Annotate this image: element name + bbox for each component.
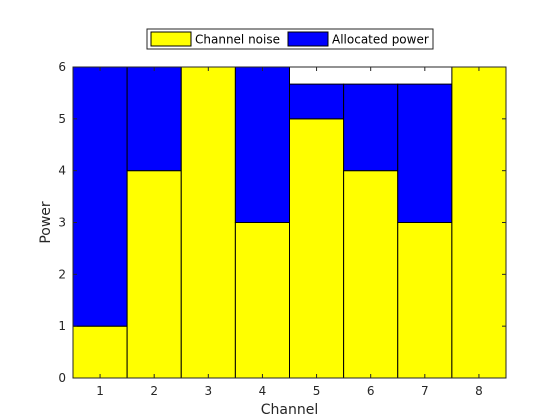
bar-channel-noise-3 xyxy=(180,66,236,379)
bar-allocated-power-7 xyxy=(397,83,453,224)
bar-channel-noise-4 xyxy=(234,222,290,379)
bar-channel-noise-7 xyxy=(397,222,453,379)
x-tick-label: 8 xyxy=(475,384,483,398)
bar-channel-noise-2 xyxy=(126,170,182,379)
y-tick-label: 6 xyxy=(58,60,66,74)
y-tick-label: 3 xyxy=(58,216,66,230)
x-tick-label: 2 xyxy=(150,384,158,398)
x-axis-label: Channel xyxy=(261,402,318,418)
y-tick-label: 1 xyxy=(58,319,66,333)
y-axis: 0 1 2 3 4 5 6 xyxy=(58,60,506,385)
bar-allocated-power-2 xyxy=(126,66,182,172)
legend: Channel noise Allocated power xyxy=(146,28,434,50)
x-axis: 1 2 3 4 5 6 7 8 xyxy=(96,67,483,398)
x-tick-label: 1 xyxy=(96,384,104,398)
x-tick-label: 3 xyxy=(204,384,212,398)
bar-allocated-power-1 xyxy=(72,66,128,327)
legend-swatch-allocated-power xyxy=(287,31,329,47)
y-tick-label: 0 xyxy=(58,371,66,385)
legend-label-channel-noise: Channel noise xyxy=(195,33,280,47)
bar-channel-noise-1 xyxy=(72,325,128,379)
y-tick-label: 4 xyxy=(58,164,66,178)
bar-allocated-power-4 xyxy=(234,66,290,223)
bar-channel-noise-6 xyxy=(343,170,399,379)
bars-group xyxy=(72,66,507,379)
y-axis-label: Power xyxy=(38,201,54,244)
x-tick-label: 6 xyxy=(367,384,375,398)
x-tick-label: 7 xyxy=(421,384,429,398)
x-tick-label: 5 xyxy=(313,384,321,398)
y-tick-label: 2 xyxy=(58,267,66,281)
legend-swatch-channel-noise xyxy=(150,31,192,47)
legend-label-allocated-power: Allocated power xyxy=(332,33,429,47)
bar-allocated-power-6 xyxy=(343,83,399,172)
x-tick-label: 4 xyxy=(259,384,267,398)
bar-allocated-power-5 xyxy=(289,83,345,120)
y-tick-label: 5 xyxy=(58,112,66,126)
bar-channel-noise-8 xyxy=(451,66,507,379)
bar-channel-noise-5 xyxy=(289,118,345,379)
